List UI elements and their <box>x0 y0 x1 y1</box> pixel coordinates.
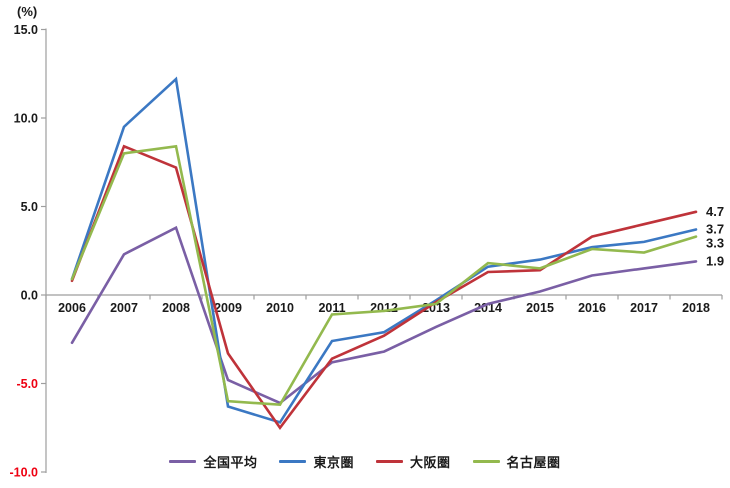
legend-label: 名古屋圏 <box>506 455 561 470</box>
x-tick-label: 2010 <box>266 301 294 315</box>
series-line-全国平均 <box>70 225 698 405</box>
x-tick-label: 2014 <box>474 301 502 315</box>
x-tick-label: 2015 <box>526 301 554 315</box>
y-tick-label: -5.0 <box>16 377 38 391</box>
y-axis-unit-label: (%) <box>17 4 38 19</box>
x-tick-label: 2009 <box>214 301 242 315</box>
y-tick-label: 15.0 <box>14 23 38 37</box>
series-end-label: 3.7 <box>706 222 724 237</box>
x-tick-label: 2012 <box>370 301 398 315</box>
y-tick-label: 5.0 <box>21 200 38 214</box>
legend-label: 大阪圏 <box>410 455 451 470</box>
y-tick-label: 0.0 <box>21 289 38 303</box>
x-tick-label: 2007 <box>110 301 138 315</box>
x-tick-label: 2008 <box>162 301 190 315</box>
series-line-大阪圏 <box>70 144 698 431</box>
x-tick-label: 2017 <box>630 301 658 315</box>
legend-label: 全国平均 <box>203 455 258 470</box>
x-tick-label: 2006 <box>58 301 86 315</box>
series-end-label: 3.3 <box>706 236 724 251</box>
x-tick-label: 2016 <box>578 301 606 315</box>
legend-swatch-icon <box>279 460 307 463</box>
series-line-東京圏 <box>70 76 698 424</box>
legend-item-名古屋圏: 名古屋圏 <box>472 452 561 471</box>
series-end-label: 1.9 <box>706 253 724 268</box>
series-line-名古屋圏 <box>70 144 698 407</box>
series-end-label: 4.7 <box>706 204 724 219</box>
x-tick-label: 2011 <box>318 301 345 315</box>
legend-swatch-icon <box>472 460 500 463</box>
y-tick-label: -10.0 <box>10 466 39 480</box>
legend-swatch-icon <box>169 460 197 463</box>
legend-label: 東京圏 <box>313 455 354 470</box>
legend-item-東京圏: 東京圏 <box>279 452 354 471</box>
y-tick-label: 10.0 <box>14 112 38 126</box>
chart-legend: 全国平均 東京圏 大阪圏 名古屋圏 <box>0 452 730 471</box>
legend-item-全国平均: 全国平均 <box>169 452 257 471</box>
legend-item-大阪圏: 大阪圏 <box>376 452 451 471</box>
legend-swatch-icon <box>376 460 403 463</box>
x-tick-label: 2018 <box>682 301 710 315</box>
